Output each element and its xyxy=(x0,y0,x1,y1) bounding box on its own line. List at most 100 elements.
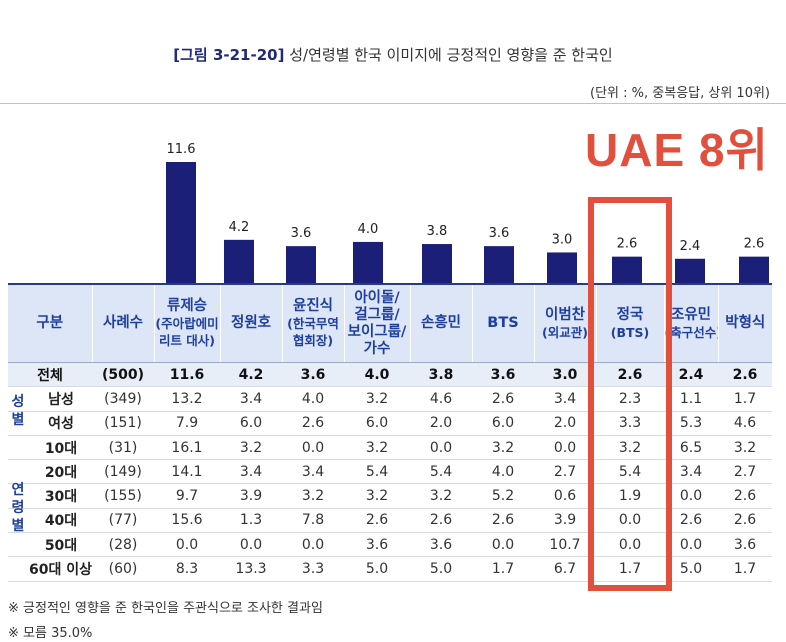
col-header-main: 정국 xyxy=(616,306,644,323)
cell-value: 0.0 xyxy=(664,532,718,558)
cell-value: 2.6 xyxy=(664,508,718,534)
cell-value: 2.0 xyxy=(410,411,472,436)
bar-2 xyxy=(224,239,254,284)
col-header-7: BTS xyxy=(471,283,534,363)
row-label: 10대 xyxy=(44,440,78,457)
cell-value: 2.6 xyxy=(282,411,344,436)
top-divider xyxy=(0,103,786,104)
cell-value: 0.6 xyxy=(534,483,596,509)
bar-label-6: 3.6 xyxy=(489,226,510,241)
col-header-main: BTS xyxy=(487,315,519,331)
cell-value: 0.0 xyxy=(596,508,664,534)
cell-value: 1.3 xyxy=(220,508,282,534)
col-header-10: 조유민 (축구선수) xyxy=(663,283,718,363)
cell-value: 4.6 xyxy=(410,386,472,412)
row-count: (31) xyxy=(92,435,154,461)
cell-value: 1.7 xyxy=(596,556,664,582)
bar-4 xyxy=(353,241,383,284)
cell-value: 7.8 xyxy=(282,508,344,534)
cell-value: 6.5 xyxy=(664,435,718,461)
cell-value: 9.7 xyxy=(154,483,220,509)
cell-value: 2.6 xyxy=(718,508,772,534)
col-header-8: 이범찬 (외교관) xyxy=(533,283,596,363)
cell-value: 5.4 xyxy=(410,459,472,485)
col-header-main: 박형식 xyxy=(725,315,766,331)
bar-5 xyxy=(422,244,452,284)
cell-value: 3.2 xyxy=(410,483,472,509)
row-label-cell: 남성 xyxy=(8,386,92,412)
col-header-4: 윤진식 (한국무역 협회장) xyxy=(281,283,344,363)
cell-value: 1.9 xyxy=(596,483,664,509)
bar-label-1: 11.6 xyxy=(167,142,196,157)
row-count: (349) xyxy=(92,386,154,412)
cell-value: 2.6 xyxy=(718,362,772,388)
cell-value: 2.6 xyxy=(596,362,664,388)
rank-annotation: UAE 8위 xyxy=(585,124,769,176)
col-header-main: 류제승 xyxy=(166,298,208,314)
cell-value: 13.3 xyxy=(220,556,282,582)
cell-value: 16.1 xyxy=(154,435,220,461)
row-count: (155) xyxy=(92,483,154,509)
col-header-main: 사례수 xyxy=(102,315,144,331)
row-count: (151) xyxy=(92,411,154,436)
cell-value: 3.4 xyxy=(664,459,718,485)
cell-value: 6.0 xyxy=(220,411,282,436)
table-body: 전체 (500) 11.6 4.2 3.6 4.0 3.8 3.6 3.0 2.6 2.4 2.6 남성… xyxy=(8,362,772,582)
bar-label-5: 3.8 xyxy=(427,224,448,239)
cell-value: 0.0 xyxy=(282,435,344,461)
cell-value: 3.2 xyxy=(344,435,410,461)
cell-value: 3.2 xyxy=(220,435,282,461)
row-count: (28) xyxy=(92,532,154,558)
bar-1 xyxy=(166,162,196,284)
cell-value: 1.7 xyxy=(718,386,772,412)
cell-value: 4.2 xyxy=(220,362,282,388)
cell-value: 1.1 xyxy=(664,386,718,412)
unit-label: (단위 : %, 중복응답, 상위 10위) xyxy=(590,86,770,101)
row-label: 전체 xyxy=(8,362,92,388)
cell-value: 5.0 xyxy=(410,556,472,582)
footnote-1: ※ 긍정적인 영향을 준 한국인을 주관식으로 조사한 결과임 xyxy=(8,601,323,616)
figure-number: [그림 3-21-20] xyxy=(173,46,285,64)
cell-value: 6.0 xyxy=(344,411,410,436)
cell-value: 3.6 xyxy=(344,532,410,558)
table-header-row: 구분 사례수 류제승 (주아랍에미 리트 대사) 정원호 윤진식 (한국무역 협회장) 아이돌/걸… xyxy=(8,283,772,363)
row-label: 60대 이상 xyxy=(29,562,92,579)
cell-value: 3.8 xyxy=(410,362,472,388)
cell-value: 2.3 xyxy=(596,386,664,412)
cell-value: 2.7 xyxy=(534,459,596,485)
cell-value: 2.6 xyxy=(410,508,472,534)
col-header-main: 손흥민 xyxy=(420,315,462,331)
cell-value: 2.6 xyxy=(718,483,772,509)
bar-label-3: 3.6 xyxy=(291,226,312,241)
row-label-cell: 50대 xyxy=(8,532,92,558)
data-table: 구분 사례수 류제승 (주아랍에미 리트 대사) 정원호 윤진식 (한국무역 협회장) 아이돌/걸… xyxy=(8,283,772,582)
bar-6 xyxy=(484,246,514,284)
cell-value: 8.3 xyxy=(154,556,220,582)
col-header-9: 정국 (BTS) xyxy=(595,283,664,363)
cell-value: 5.3 xyxy=(664,411,718,436)
cell-value: 14.1 xyxy=(154,459,220,485)
col-header-11: 박형식 xyxy=(717,283,772,363)
cell-value: 6.7 xyxy=(534,556,596,582)
table-row: 10대 (31) 16.1 3.2 0.0 3.2 0.0 3.2 0.0 3.2 6.5 3.2 xyxy=(8,435,772,461)
cell-value: 3.3 xyxy=(596,411,664,436)
cell-value: 3.6 xyxy=(410,532,472,558)
col-header-3: 정원호 xyxy=(219,283,282,363)
cell-value: 0.0 xyxy=(596,532,664,558)
cell-value: 3.3 xyxy=(282,556,344,582)
cell-value: 0.0 xyxy=(154,532,220,558)
cell-value: 7.9 xyxy=(154,411,220,436)
bar-label-10: 2.6 xyxy=(744,237,765,252)
cell-value: 11.6 xyxy=(154,362,220,388)
bar-3 xyxy=(286,246,316,284)
table-row: 30대 (155) 9.7 3.9 3.2 3.2 3.2 5.2 0.6 1.9 0.0 2.6 xyxy=(8,483,772,509)
cell-value: 5.2 xyxy=(472,483,534,509)
col-header-sub: (주아랍에미 리트 대사) xyxy=(155,316,219,348)
cell-value: 2.6 xyxy=(472,386,534,412)
cell-value: 4.0 xyxy=(344,362,410,388)
table-row: 50대 (28) 0.0 0.0 0.0 3.6 3.6 0.0 10.7 0.0 0.0 3.6 xyxy=(8,532,772,558)
cell-value: 0.0 xyxy=(220,532,282,558)
cell-value: 1.7 xyxy=(718,556,772,582)
cell-value: 5.4 xyxy=(596,459,664,485)
row-label: 20대 xyxy=(44,464,78,481)
